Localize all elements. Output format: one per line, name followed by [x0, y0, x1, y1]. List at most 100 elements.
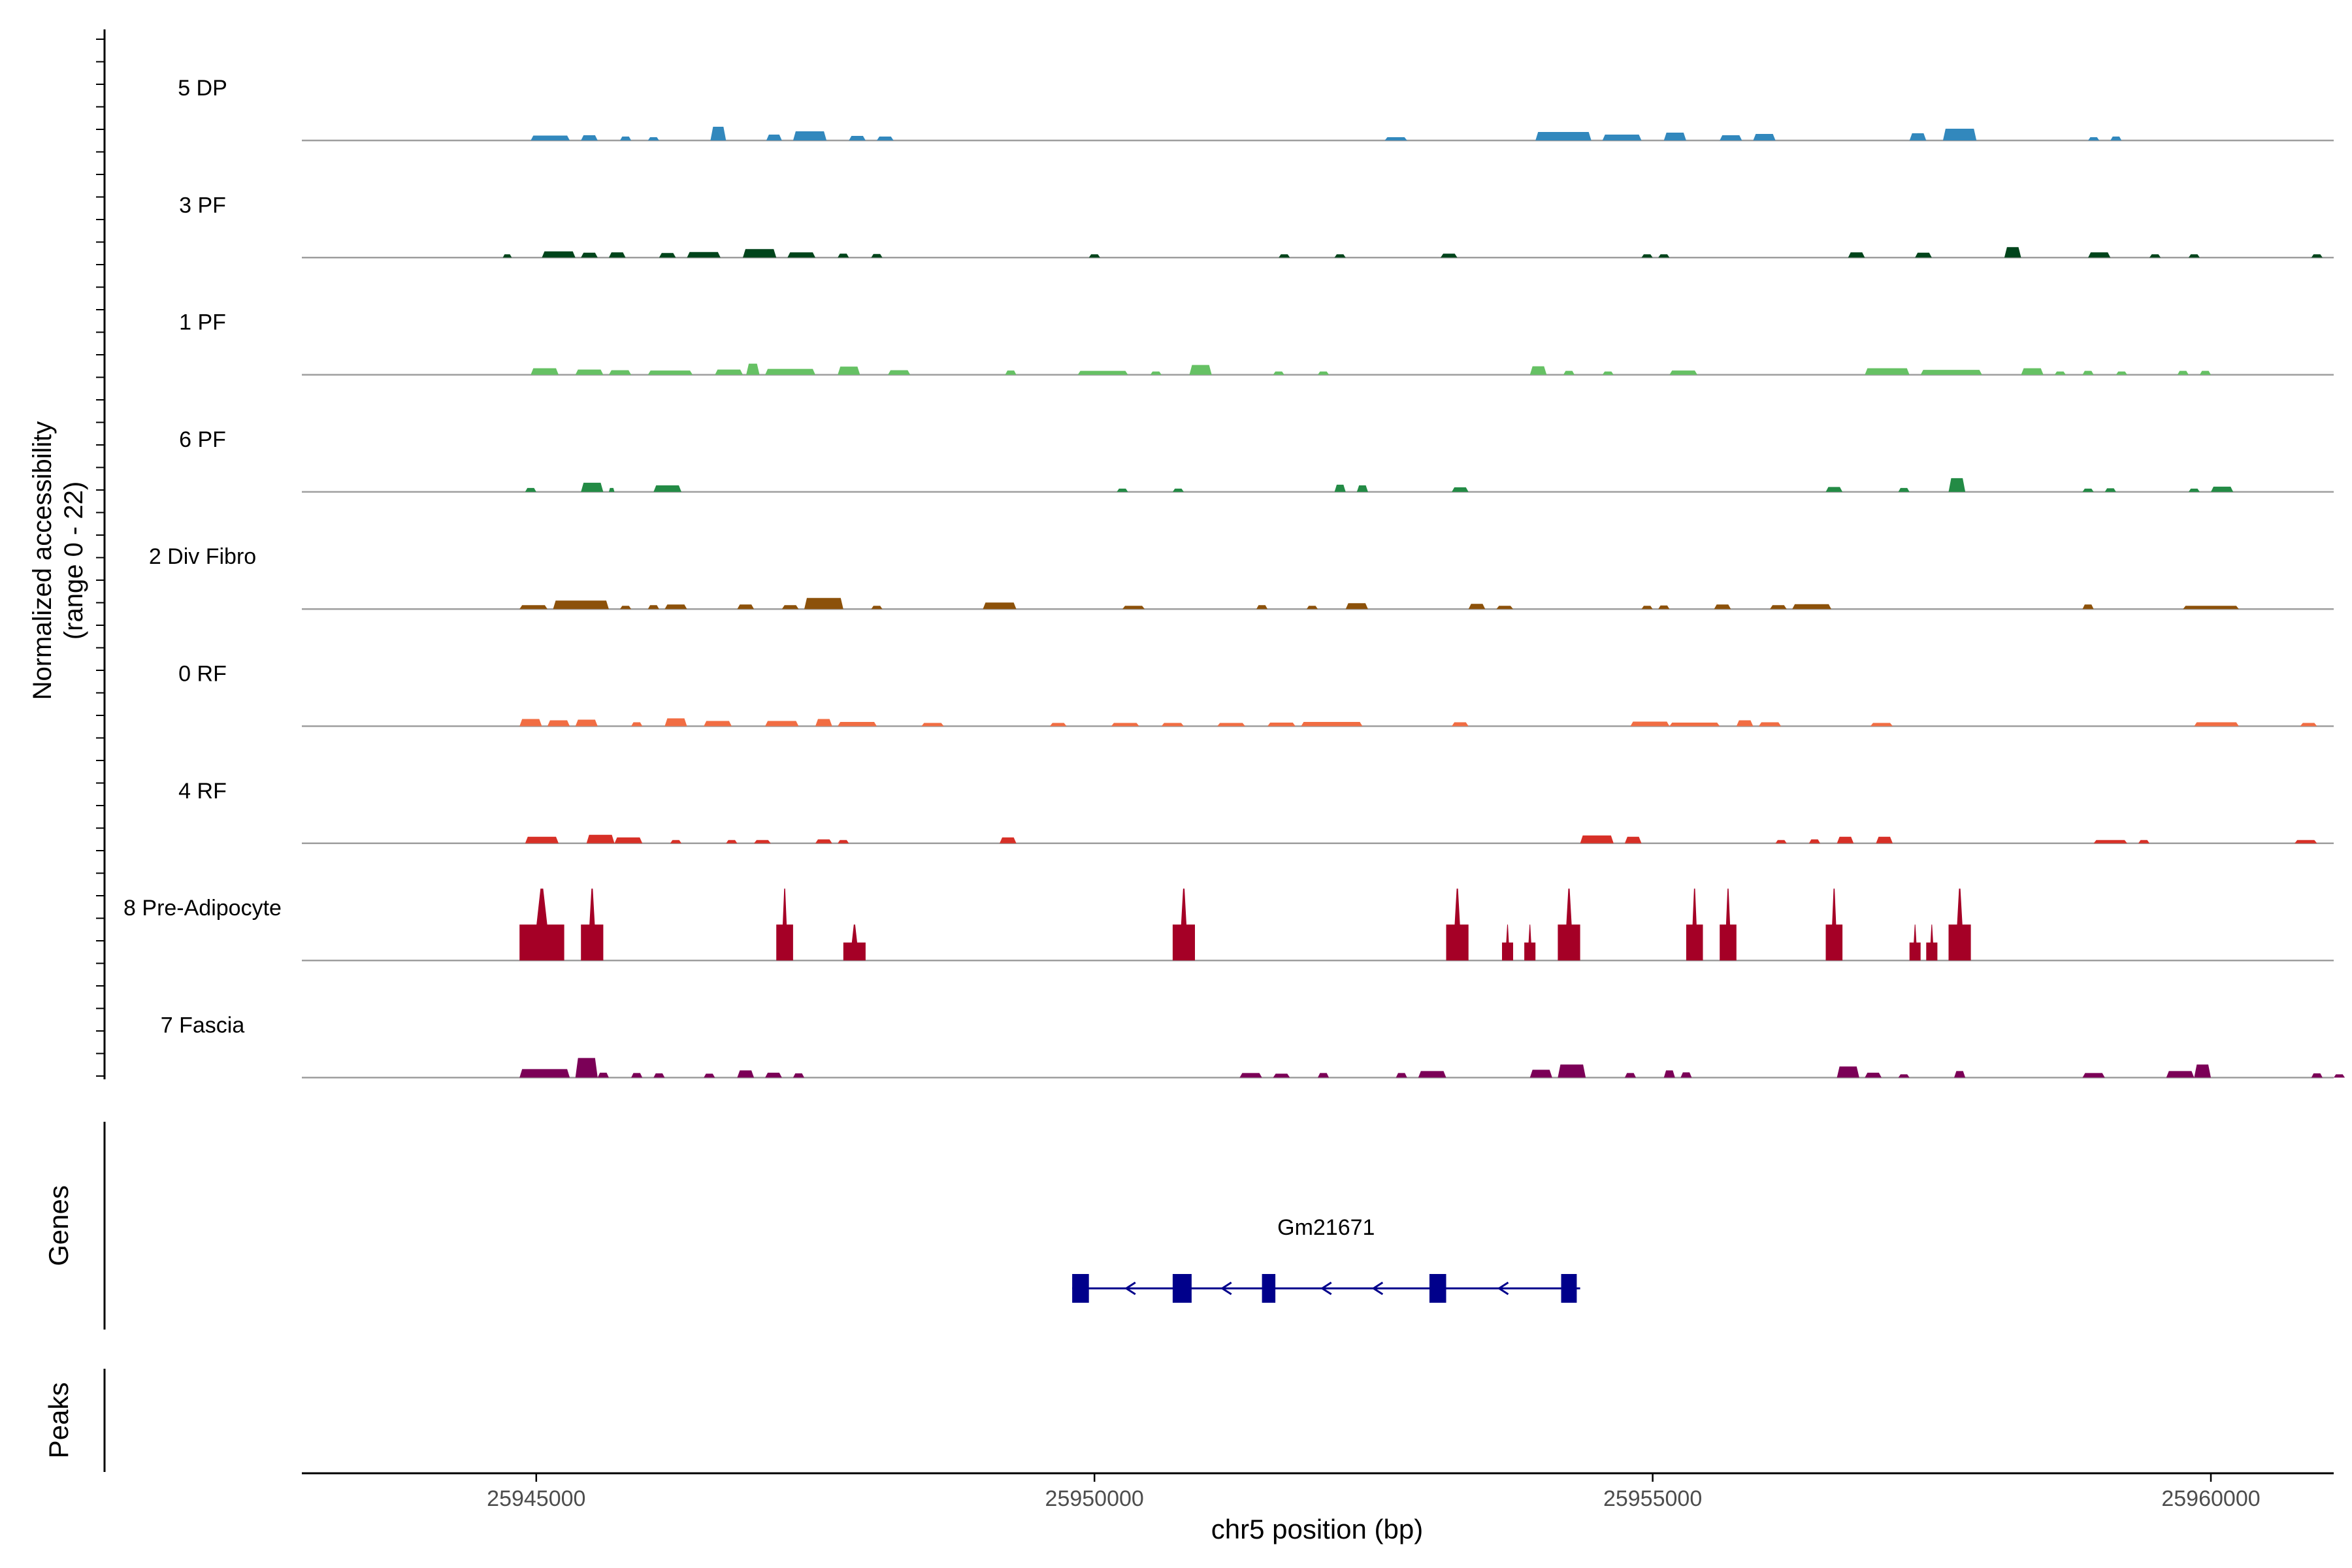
- coverage-peak: [1898, 1074, 1910, 1078]
- track-3: 1 PF: [179, 310, 2334, 376]
- coverage-peak: [647, 605, 659, 610]
- coverage-peak: [815, 719, 832, 727]
- coverage-peak: [1468, 604, 1486, 610]
- gene-exon: [1262, 1274, 1276, 1303]
- coverage-peak: [1641, 606, 1653, 610]
- track-label: 4 RF: [178, 779, 227, 804]
- coverage-peak: [2177, 370, 2189, 375]
- track-label: 2 Div Fibro: [149, 544, 256, 569]
- coverage-peak: [2138, 840, 2149, 843]
- coverage-peak: [1318, 371, 1330, 375]
- coverage-peak: [1641, 254, 1653, 258]
- coverage-peak: [1273, 371, 1284, 375]
- coverage-peak: [737, 1070, 755, 1078]
- gene-exon: [1561, 1274, 1577, 1303]
- coverage-peak: [2004, 247, 2021, 258]
- coverage-peak: [2054, 371, 2066, 375]
- coverage-peak: [1172, 889, 1195, 961]
- coverage-peak: [1396, 1073, 1407, 1078]
- coverage-peak: [1870, 723, 1893, 727]
- coverage-peak: [542, 251, 576, 258]
- coverage-peak: [2082, 488, 2094, 492]
- coverage-peak: [877, 137, 894, 140]
- coverage-peak: [575, 719, 598, 727]
- coverage-peak: [849, 136, 866, 140]
- track-label: 1 PF: [179, 310, 226, 335]
- coverage-peak: [631, 1073, 643, 1078]
- coverage-peak: [614, 837, 643, 843]
- coverage-peak: [766, 135, 782, 140]
- coverage-peak: [553, 600, 609, 610]
- coverage-peak: [608, 370, 632, 375]
- coverage-peak: [746, 363, 760, 375]
- coverage-peak: [1111, 723, 1139, 727]
- coverage-peak: [1301, 722, 1363, 727]
- coverage-peak: [597, 1072, 609, 1078]
- coverage-peak: [1630, 721, 1670, 727]
- coverage-peak: [1602, 135, 1642, 140]
- track-label: 0 RF: [178, 662, 227, 687]
- x-tick-label: 25945000: [487, 1486, 585, 1511]
- coverage-peak: [1663, 133, 1686, 140]
- coverage-peak: [1529, 366, 1547, 375]
- coverage-peak: [2104, 488, 2116, 492]
- coverage-peak: [743, 249, 777, 258]
- coverage-peak: [531, 135, 570, 140]
- coverage-peak: [670, 840, 681, 843]
- track-2: 3 PF: [179, 193, 2334, 259]
- coverage-peak: [1384, 137, 1407, 140]
- x-axis-ticks: 25945000 25950000 25955000 25960000: [487, 1473, 2261, 1511]
- coverage-peak: [765, 1072, 782, 1078]
- coverage-peak: [581, 135, 598, 140]
- coverage-peak: [1658, 605, 1670, 610]
- coverage-peak: [710, 127, 727, 140]
- coverage-peak: [1441, 253, 1458, 258]
- coverage-peak: [1792, 604, 1831, 610]
- coverage-peak: [726, 840, 738, 843]
- coverage-peak: [1580, 835, 1614, 843]
- strand-arrow: [1320, 1281, 1332, 1296]
- coverage-peak: [608, 252, 626, 258]
- coverage-peak: [1267, 723, 1296, 727]
- coverage-peak: [2211, 486, 2234, 492]
- coverage-peak: [1122, 606, 1145, 610]
- track-label: 5 DP: [178, 76, 227, 101]
- coverage-peak: [653, 485, 681, 492]
- coverage-peak: [2295, 840, 2317, 843]
- coverage-peak: [664, 718, 687, 727]
- coverage-peak: [1452, 487, 1469, 492]
- coverage-peak: [781, 605, 799, 610]
- coverage-peak: [525, 836, 559, 843]
- coverage-peak: [792, 131, 827, 140]
- coverage-peak: [1535, 132, 1592, 140]
- coverage-peak: [664, 604, 687, 610]
- coverage-peak: [653, 1073, 665, 1078]
- coverage-peak: [519, 1069, 570, 1078]
- track-9: 7 Fascia: [161, 1013, 2345, 1079]
- coverage-peak: [1161, 723, 1184, 727]
- coverage-peak: [1418, 1071, 1446, 1078]
- coverage-peak: [1920, 370, 1982, 375]
- coverage-peak: [2149, 254, 2161, 258]
- coverage-peak: [2334, 1074, 2345, 1078]
- coverage-peak: [1256, 605, 1268, 610]
- coverage-peak: [1150, 371, 1162, 375]
- coverage-peak: [608, 487, 615, 492]
- coverage-peak: [1865, 368, 1910, 375]
- strand-arrow: [1497, 1281, 1509, 1296]
- gene-name-label: Gm21671: [1277, 1215, 1375, 1240]
- coverage-peak: [2082, 604, 2094, 610]
- coverage-peak: [581, 889, 604, 961]
- coverage-peak: [1825, 889, 1843, 961]
- coverage-peak: [1909, 924, 1921, 961]
- coverage-peak: [1663, 1070, 1675, 1078]
- coverage-peak: [581, 482, 604, 492]
- coverage-peak: [1876, 836, 1893, 843]
- coverage-peak: [2021, 368, 2044, 375]
- track-1: 5 DP: [178, 76, 2334, 142]
- coverage-peak: [1529, 1070, 1552, 1078]
- gene-annotation: Gm21671: [1072, 1215, 1580, 1303]
- coverage-peak: [1720, 889, 1737, 961]
- coverage-peak: [1524, 924, 1536, 961]
- coverage-peak: [1948, 889, 1971, 961]
